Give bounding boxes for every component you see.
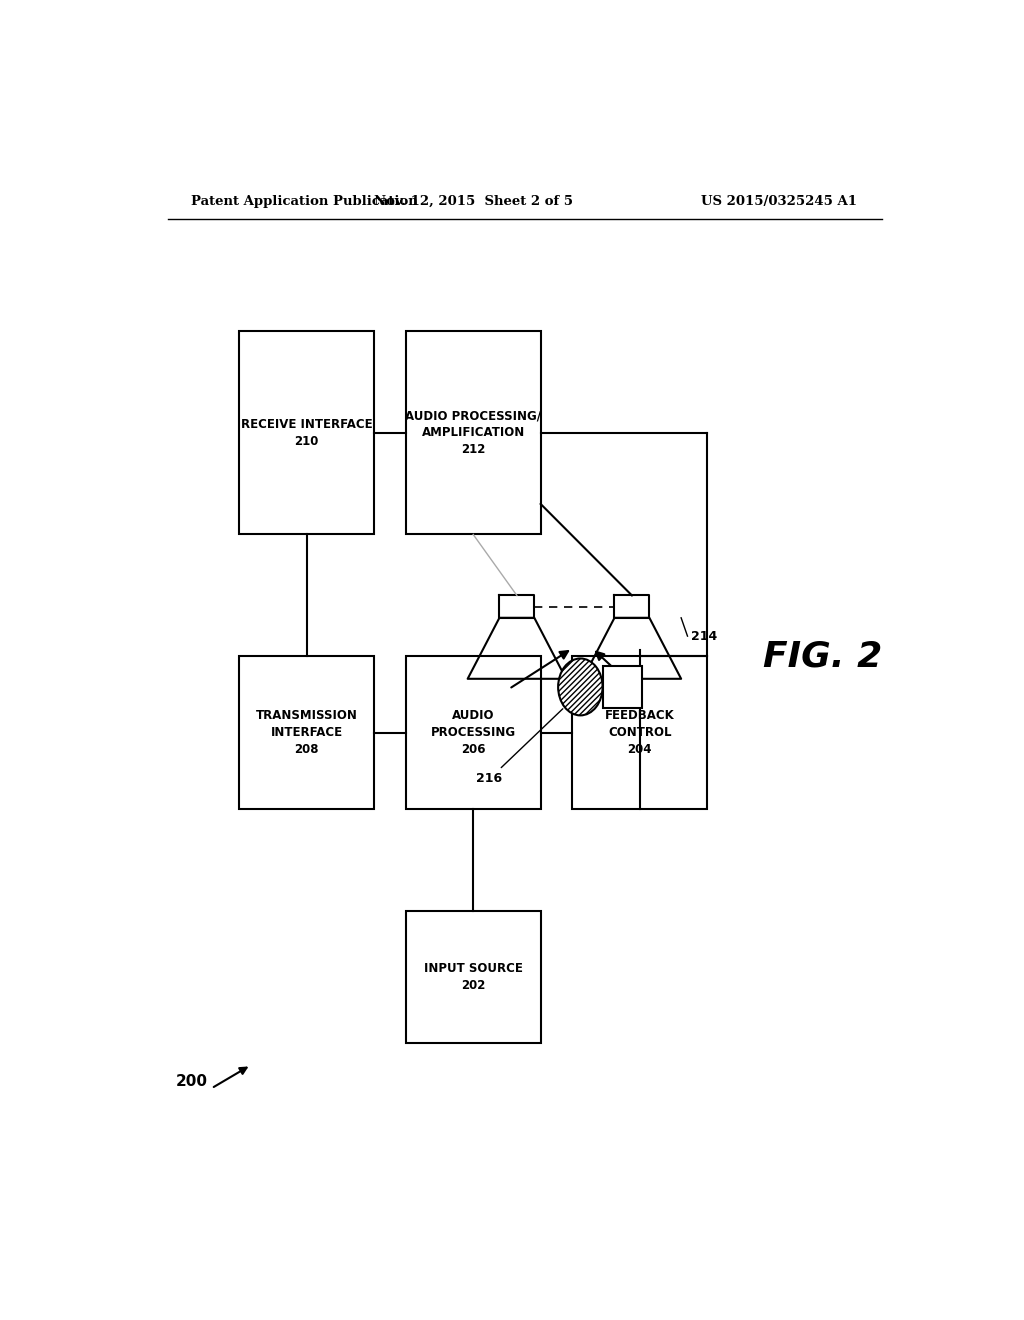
Text: TRANSMISSION
INTERFACE
208: TRANSMISSION INTERFACE 208 <box>256 709 357 756</box>
Bar <box>240 331 374 535</box>
Text: AUDIO PROCESSING/
AMPLIFICATION
212: AUDIO PROCESSING/ AMPLIFICATION 212 <box>406 409 542 457</box>
Text: Patent Application Publication: Patent Application Publication <box>191 194 418 207</box>
Text: 216: 216 <box>476 709 563 785</box>
Bar <box>602 665 642 709</box>
Circle shape <box>558 659 602 715</box>
Text: INPUT SOURCE
202: INPUT SOURCE 202 <box>424 961 522 991</box>
Bar <box>572 656 708 809</box>
Text: RECEIVE INTERFACE
210: RECEIVE INTERFACE 210 <box>241 418 373 447</box>
Text: AUDIO
PROCESSING
206: AUDIO PROCESSING 206 <box>431 709 516 756</box>
Bar <box>406 911 541 1043</box>
Bar <box>406 331 541 535</box>
Bar <box>240 656 374 809</box>
Bar <box>406 656 541 809</box>
Text: 214: 214 <box>691 630 718 643</box>
Text: US 2015/0325245 A1: US 2015/0325245 A1 <box>700 194 857 207</box>
Text: 200: 200 <box>175 1073 207 1089</box>
Text: FEEDBACK
CONTROL
204: FEEDBACK CONTROL 204 <box>605 709 675 756</box>
Text: FIG. 2: FIG. 2 <box>763 639 882 673</box>
Text: Nov. 12, 2015  Sheet 2 of 5: Nov. 12, 2015 Sheet 2 of 5 <box>374 194 572 207</box>
